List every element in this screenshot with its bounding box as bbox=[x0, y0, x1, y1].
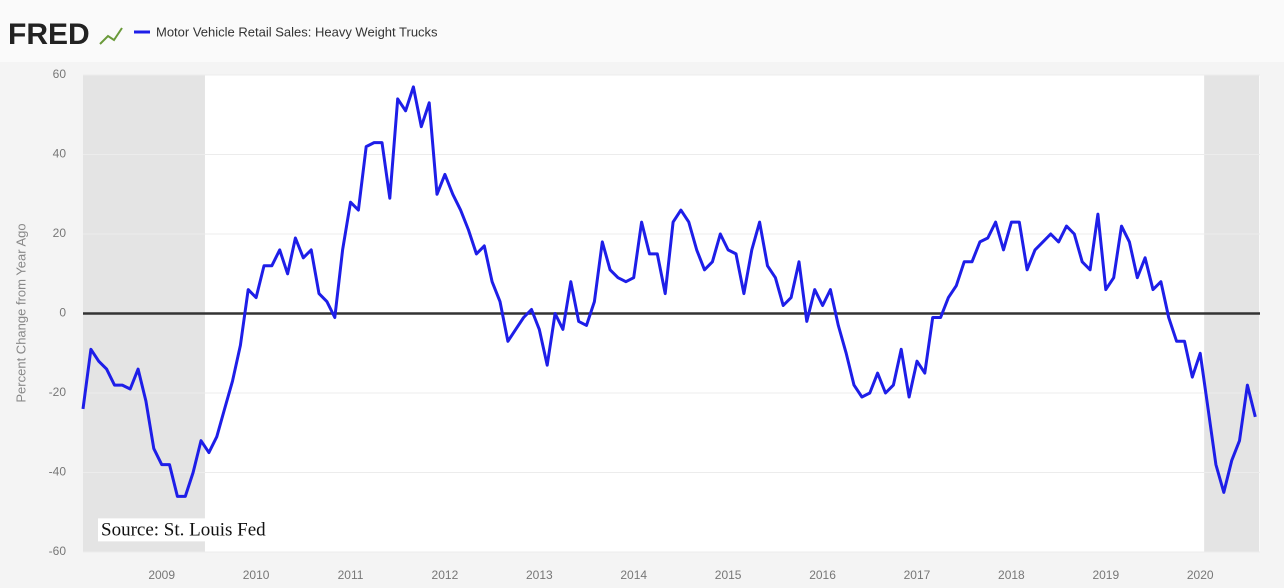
annotation-background bbox=[98, 518, 270, 542]
logo: FRED bbox=[8, 18, 90, 51]
y-axis-label: Percent Change from Year Ago bbox=[13, 223, 28, 402]
y-tick-label: -60 bbox=[49, 544, 67, 558]
y-tick-label: 60 bbox=[53, 67, 67, 81]
legend-label: Motor Vehicle Retail Sales: Heavy Weight… bbox=[156, 24, 438, 39]
x-tick-label: 2019 bbox=[1092, 568, 1119, 582]
source-annotation: Source: St. Louis Fed bbox=[101, 519, 266, 540]
x-tick-label: 2013 bbox=[526, 568, 553, 582]
header bbox=[0, 0, 1284, 62]
logo-icon bbox=[99, 27, 123, 45]
x-tick-label: 2012 bbox=[432, 568, 459, 582]
y-tick-label: 40 bbox=[53, 147, 67, 161]
x-tick-label: 2018 bbox=[998, 568, 1025, 582]
x-tick-label: 2020 bbox=[1187, 568, 1214, 582]
x-tick-label: 2011 bbox=[338, 568, 364, 582]
x-tick-label: 2009 bbox=[148, 568, 175, 582]
y-tick-label: -40 bbox=[49, 465, 67, 479]
x-tick-label: 2010 bbox=[243, 568, 270, 582]
data-line bbox=[81, 85, 1257, 498]
x-tick-label: 2016 bbox=[809, 568, 836, 582]
y-tick-label: -20 bbox=[49, 385, 67, 399]
x-tick-label: 2014 bbox=[620, 568, 647, 582]
x-tick-label: 2015 bbox=[715, 568, 742, 582]
y-tick-label: 20 bbox=[53, 226, 67, 240]
x-tick-label: 2017 bbox=[904, 568, 931, 582]
y-tick-label: 0 bbox=[59, 306, 66, 320]
